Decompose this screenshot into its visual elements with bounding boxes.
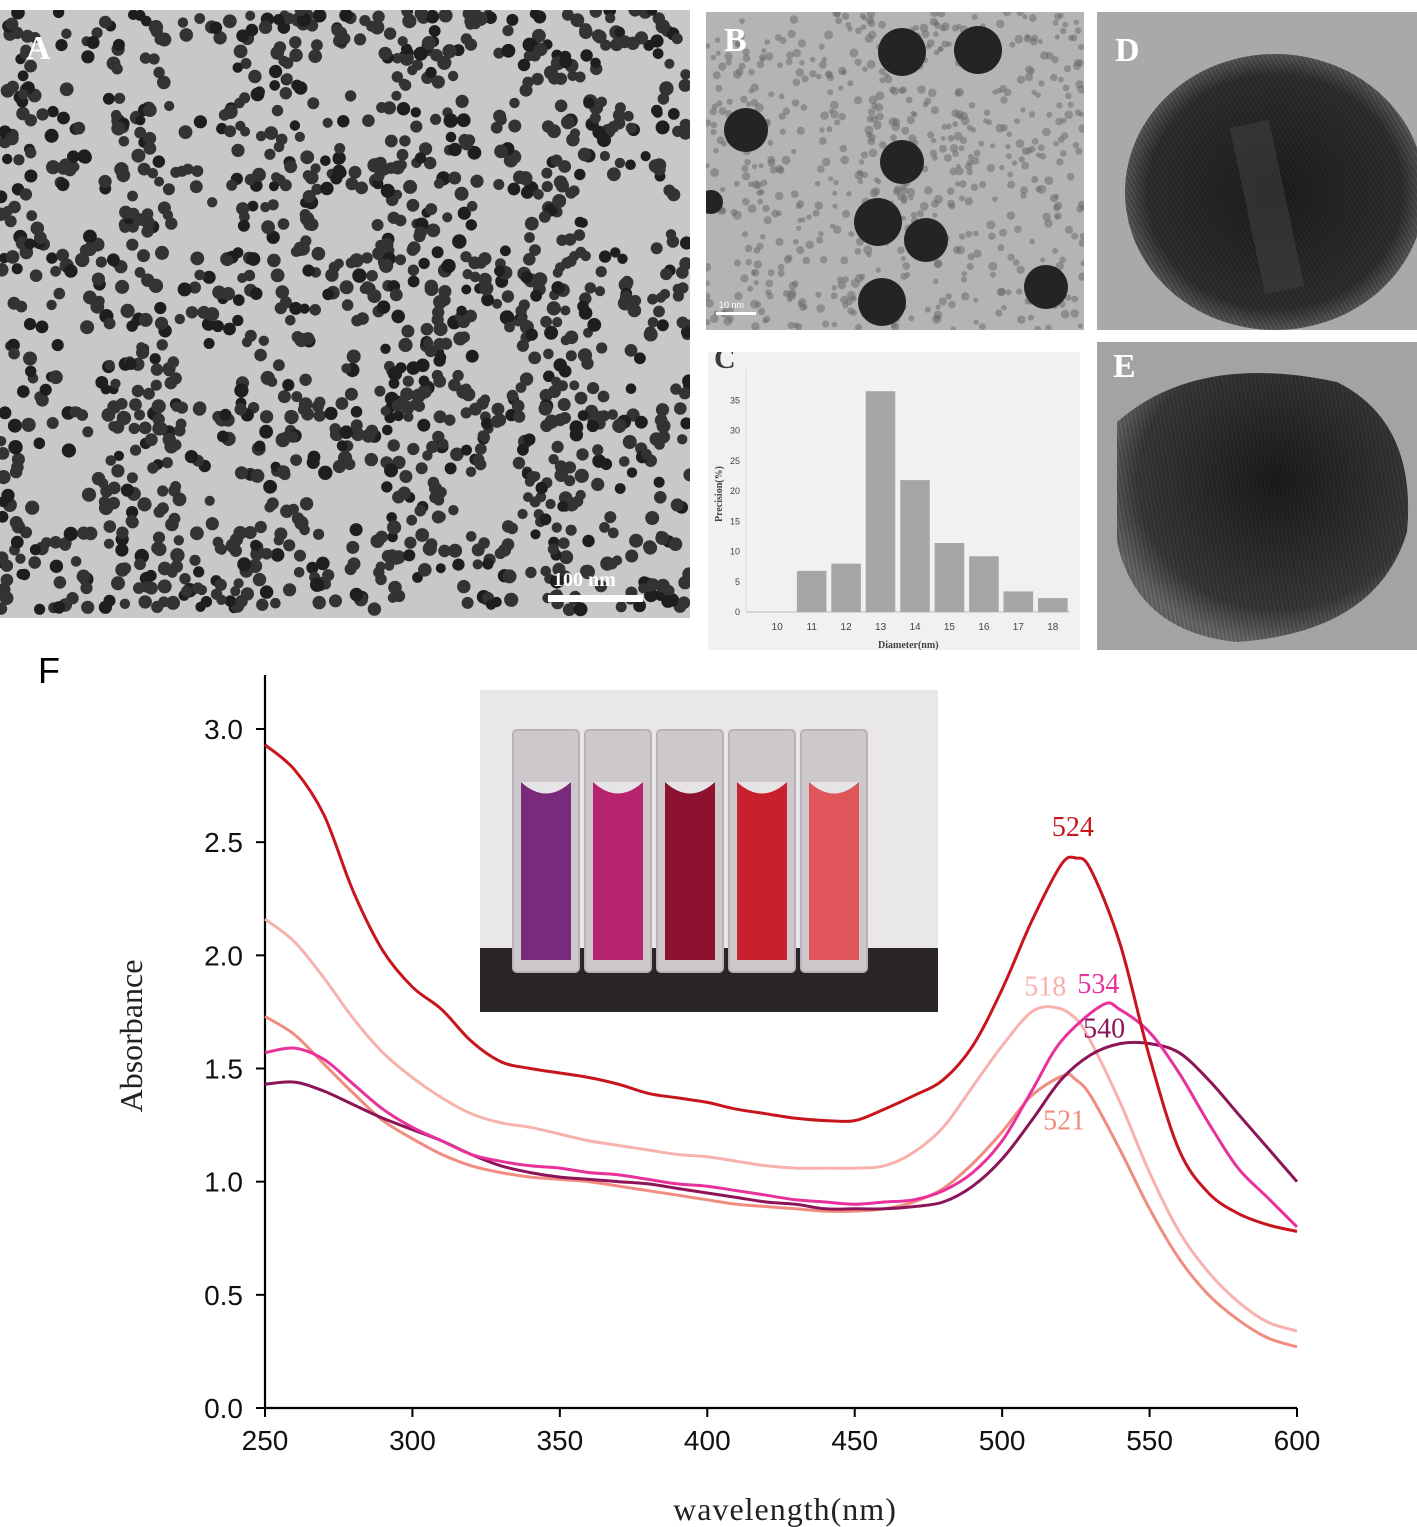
panel-label-b: B <box>724 22 747 59</box>
histogram-bar <box>934 543 965 612</box>
y-tick-label: 3.0 <box>204 714 243 745</box>
nanoparticle-closeup: 10 nm <box>706 12 1084 330</box>
x-tick-label: 600 <box>1274 1425 1321 1456</box>
histogram-bar <box>865 391 896 612</box>
histogram-ytick: 25 <box>730 456 740 466</box>
y-tick-label: 2.0 <box>204 940 243 971</box>
lattice-image-d: D <box>1097 12 1417 330</box>
panel-label-e: E <box>1113 348 1136 385</box>
x-tick-label: 250 <box>242 1425 289 1456</box>
histogram-ylabel: Precision(%) <box>714 466 725 522</box>
histogram-xtick: 13 <box>875 622 887 633</box>
histogram-ytick: 5 <box>735 577 740 587</box>
panel-label-d: D <box>1115 32 1140 69</box>
histogram-xtick: 18 <box>1047 622 1059 633</box>
spectra-ylabel: Absorbance <box>113 960 149 1113</box>
y-tick-label: 0.0 <box>204 1393 243 1424</box>
panel-label-f: F <box>38 650 60 691</box>
spectrum-line-521 <box>264 1015 1298 1349</box>
histogram-xtick: 17 <box>1013 622 1025 633</box>
x-tick-label: 300 <box>389 1425 436 1456</box>
peak-label-534: 534 <box>1077 969 1119 1000</box>
cuvette-photo-inset <box>480 690 938 1012</box>
x-tick-label: 550 <box>1126 1425 1173 1456</box>
histogram-ytick: 20 <box>730 486 740 496</box>
histogram-ytick: 0 <box>735 607 740 617</box>
histogram-bar <box>969 556 999 612</box>
lattice-particle-d <box>1125 54 1417 330</box>
panel-label-c: C <box>714 352 736 375</box>
spectrum-line-518 <box>264 917 1298 1333</box>
nanoparticle-field: 100 nm <box>0 10 690 617</box>
spectra-svg: 250 300 350 400 450 500 550 600 0.0 0.5 1.0 1.5 2.0 2… <box>113 675 1321 1527</box>
peak-label-540: 540 <box>1083 1014 1125 1045</box>
y-tick-label: 0.5 <box>204 1280 243 1311</box>
spectrum-line-534 <box>264 1001 1299 1228</box>
histogram-bar <box>796 570 827 612</box>
histogram-xtick: 14 <box>909 622 921 633</box>
x-tick-label: 500 <box>979 1425 1026 1456</box>
absorbance-spectra: 250 300 350 400 450 500 550 600 0.0 0.5 1.0 1.5 2.0 2… <box>0 650 1417 1527</box>
histogram-xtick: 16 <box>978 622 990 633</box>
histogram-bar <box>831 563 861 612</box>
panel-label-a: A <box>26 30 51 67</box>
scalebar-label: 100 nm <box>553 569 616 591</box>
x-tick-label: 400 <box>684 1425 731 1456</box>
tem-closeup-image: 10 nm B <box>706 12 1084 330</box>
size-distribution-histogram: 0 5 10 15 20 25 30 35 10 11 12 13 14 15 16 17 18 Diamet… <box>708 352 1080 650</box>
histogram-ytick: 30 <box>730 426 740 436</box>
x-tick-label: 450 <box>831 1425 878 1456</box>
peak-label-518: 518 <box>1024 971 1066 1002</box>
lattice-particle-e <box>1117 373 1409 642</box>
y-tick-label: 1.5 <box>204 1054 243 1085</box>
spectrum-line-540 <box>264 1040 1299 1211</box>
histogram-xtick: 11 <box>807 622 818 633</box>
histogram-ytick: 35 <box>730 395 740 405</box>
histogram-svg: 0 5 10 15 20 25 30 35 10 11 12 13 14 15 16 17 18 Diamet… <box>714 370 1070 650</box>
histogram-ytick: 10 <box>730 547 740 557</box>
lattice-image-e: E <box>1097 342 1417 650</box>
peak-label-524: 524 <box>1052 812 1094 843</box>
scalebar-label-b: 10 nm <box>719 300 744 310</box>
histogram-bar <box>1038 598 1068 612</box>
histogram-xtick: 15 <box>944 622 956 633</box>
spectrum-line-524 <box>264 743 1298 1233</box>
y-tick-label: 1.0 <box>204 1167 243 1198</box>
histogram-xtick: 12 <box>841 622 853 633</box>
histogram-bar <box>1003 591 1034 612</box>
tem-overview-image: 100 nm A <box>0 10 690 618</box>
histogram-ytick: 15 <box>730 516 740 526</box>
histogram-bar <box>900 480 930 612</box>
histogram-xlabel: Diameter(nm) <box>878 640 939 650</box>
histogram-xtick: 10 <box>772 622 784 633</box>
scalebar-100nm <box>548 595 643 602</box>
x-tick-label: 350 <box>536 1425 583 1456</box>
scalebar-10nm <box>716 312 756 315</box>
peak-label-521: 521 <box>1043 1105 1085 1136</box>
spectra-xlabel: wavelength(nm) <box>673 1491 897 1527</box>
y-tick-label: 2.5 <box>204 827 243 858</box>
